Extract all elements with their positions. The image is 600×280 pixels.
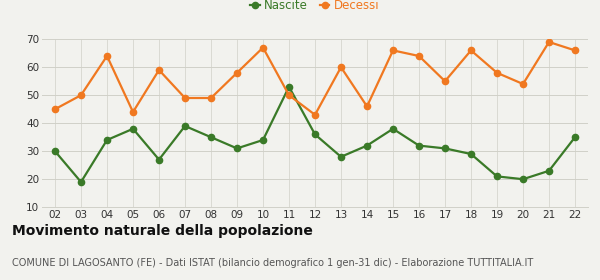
- Decessi: [545, 40, 553, 44]
- Nascite: [130, 127, 137, 130]
- Nascite: [364, 144, 371, 147]
- Decessi: [77, 94, 85, 97]
- Decessi: [130, 110, 137, 114]
- Nascite: [259, 138, 266, 142]
- Line: Decessi: Decessi: [52, 39, 578, 118]
- Nascite: [155, 158, 163, 161]
- Nascite: [52, 150, 59, 153]
- Decessi: [337, 66, 344, 69]
- Decessi: [389, 49, 397, 52]
- Decessi: [233, 71, 241, 74]
- Decessi: [155, 68, 163, 72]
- Decessi: [467, 49, 475, 52]
- Decessi: [415, 54, 422, 58]
- Decessi: [103, 54, 110, 58]
- Nascite: [181, 124, 188, 128]
- Decessi: [311, 113, 319, 116]
- Decessi: [52, 108, 59, 111]
- Nascite: [311, 133, 319, 136]
- Decessi: [286, 94, 293, 97]
- Nascite: [520, 178, 527, 181]
- Decessi: [259, 46, 266, 49]
- Nascite: [442, 147, 449, 150]
- Nascite: [103, 138, 110, 142]
- Nascite: [389, 127, 397, 130]
- Decessi: [571, 49, 578, 52]
- Nascite: [77, 180, 85, 184]
- Nascite: [415, 144, 422, 147]
- Decessi: [520, 82, 527, 86]
- Legend: Nascite, Decessi: Nascite, Decessi: [245, 0, 385, 17]
- Nascite: [493, 175, 500, 178]
- Nascite: [208, 136, 215, 139]
- Nascite: [571, 136, 578, 139]
- Decessi: [442, 80, 449, 83]
- Nascite: [233, 147, 241, 150]
- Line: Nascite: Nascite: [52, 84, 578, 185]
- Decessi: [364, 105, 371, 108]
- Text: Movimento naturale della popolazione: Movimento naturale della popolazione: [12, 224, 313, 238]
- Decessi: [493, 71, 500, 74]
- Nascite: [545, 169, 553, 172]
- Nascite: [286, 85, 293, 88]
- Nascite: [467, 152, 475, 156]
- Decessi: [208, 96, 215, 100]
- Decessi: [181, 96, 188, 100]
- Text: COMUNE DI LAGOSANTO (FE) - Dati ISTAT (bilancio demografico 1 gen-31 dic) - Elab: COMUNE DI LAGOSANTO (FE) - Dati ISTAT (b…: [12, 258, 533, 268]
- Nascite: [337, 155, 344, 158]
